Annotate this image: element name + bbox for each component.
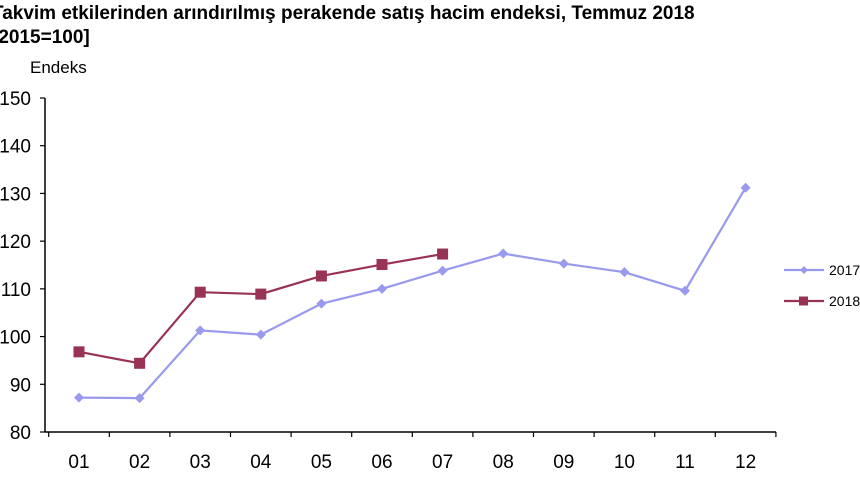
point-2017-01 [74, 392, 84, 403]
y-tick-label-80: 80 [10, 423, 31, 444]
x-tick-label-05: 05 [311, 452, 332, 473]
x-tick-label-11: 11 [675, 452, 695, 473]
x-tick-label-06: 06 [371, 452, 392, 473]
x-tick-label-08: 08 [493, 452, 514, 473]
point-2018-05 [315, 270, 327, 282]
x-tick-label-02: 02 [129, 452, 150, 473]
x-tick-label-07: 07 [432, 452, 453, 473]
legend-label-2018: 2018 [829, 293, 860, 309]
point-2017-05 [316, 298, 327, 309]
point-2017-09 [558, 258, 569, 269]
point-2018-02 [134, 357, 146, 369]
y-tick-label-150: 150 [0, 89, 31, 110]
x-tick-label-03: 03 [190, 452, 211, 473]
y-tick-label-90: 90 [10, 375, 31, 396]
point-2017-06 [377, 283, 387, 294]
point-2017-07 [437, 265, 448, 276]
y-tick-label-130: 130 [0, 184, 31, 205]
x-tick-label-12: 12 [735, 452, 756, 473]
series-line-2018 [78, 252, 443, 365]
point-2017-12 [740, 182, 751, 193]
point-2017-02 [134, 393, 145, 404]
series-line-2017 [78, 187, 747, 400]
point-2017-04 [255, 329, 266, 340]
point-2018-06 [376, 259, 388, 271]
legend-marker-2017 [800, 266, 808, 274]
chart-title-line: Takvim etkilerinden arındırılmış peraken… [0, 3, 695, 24]
legend-marker-2018 [799, 296, 808, 306]
legend-label-2017: 2017 [829, 262, 860, 278]
point-2018-03 [194, 286, 206, 298]
point-2018-04 [255, 288, 267, 300]
y-tick-label-100: 100 [0, 328, 31, 349]
y-tick-label-120: 120 [0, 232, 31, 253]
x-tick-label-04: 04 [250, 452, 272, 473]
point-2018-07 [437, 248, 449, 260]
y-tick-label-140: 140 [0, 137, 31, 158]
point-2017-03 [195, 325, 206, 336]
x-tick-label-01: 01 [68, 452, 89, 473]
point-2017-08 [498, 248, 509, 259]
chart-title: Takvim etkilerinden arındırılmış peraken… [0, 2, 860, 50]
x-tick-label-10: 10 [614, 452, 635, 473]
y-axis-label: Endeks [30, 58, 87, 77]
point-2017-10 [619, 267, 630, 278]
y-tick-label-110: 110 [1, 280, 31, 301]
x-tick-label-09: 09 [553, 452, 574, 473]
point-2017-11 [680, 285, 690, 296]
chart-subtitle: [2015=100] [0, 27, 90, 48]
point-2018-01 [73, 346, 85, 358]
